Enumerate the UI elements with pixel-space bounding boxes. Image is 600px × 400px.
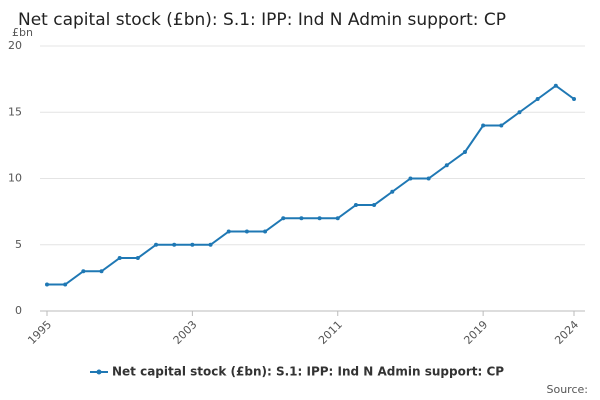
data-point [45, 282, 49, 287]
data-point [99, 269, 104, 274]
data-point [244, 229, 249, 234]
series-line [47, 84, 575, 286]
y-tick-label: 5 [15, 238, 22, 251]
y-tick-label: 10 [8, 172, 22, 185]
y-unit: £bn [12, 26, 33, 39]
x-tick-label: 2003 [171, 318, 200, 347]
data-point [63, 282, 68, 287]
data-point [281, 216, 286, 221]
x-tick-label: 2019 [461, 318, 490, 347]
data-point [154, 242, 159, 247]
y-tick-label: 0 [15, 304, 22, 317]
data-point [208, 242, 213, 247]
x-tick-label: 2024 [552, 318, 581, 347]
data-point [135, 256, 140, 260]
data-point [408, 176, 413, 181]
data-point [390, 189, 395, 194]
data-point [172, 242, 177, 247]
data-point [572, 97, 576, 101]
y-tick-label: 20 [8, 39, 22, 52]
data-point [263, 229, 268, 234]
data-point [426, 176, 431, 181]
data-point [444, 163, 449, 168]
x-tick-label: 2011 [316, 318, 345, 347]
y-tick-label: 15 [8, 105, 22, 118]
data-point [299, 216, 304, 221]
data-point [462, 150, 467, 154]
data-point [353, 203, 358, 207]
data-point [517, 110, 522, 115]
data-point [117, 256, 122, 260]
chart-title: Net capital stock (£bn): S.1: IPP: Ind N… [18, 10, 506, 30]
data-point [81, 269, 86, 274]
data-point [226, 229, 231, 234]
source: Source: [547, 383, 589, 396]
data-point [372, 203, 377, 207]
data-point [335, 216, 340, 221]
data-point [553, 83, 558, 88]
legend-label: Net capital stock (£bn): S.1: IPP: Ind N… [112, 365, 504, 379]
data-point [535, 97, 540, 101]
data-point [499, 123, 504, 128]
data-point [481, 123, 486, 128]
x-tick-label: 1995 [25, 318, 54, 347]
legend-dot [96, 369, 102, 375]
data-point [317, 216, 322, 221]
data-point [190, 242, 195, 247]
